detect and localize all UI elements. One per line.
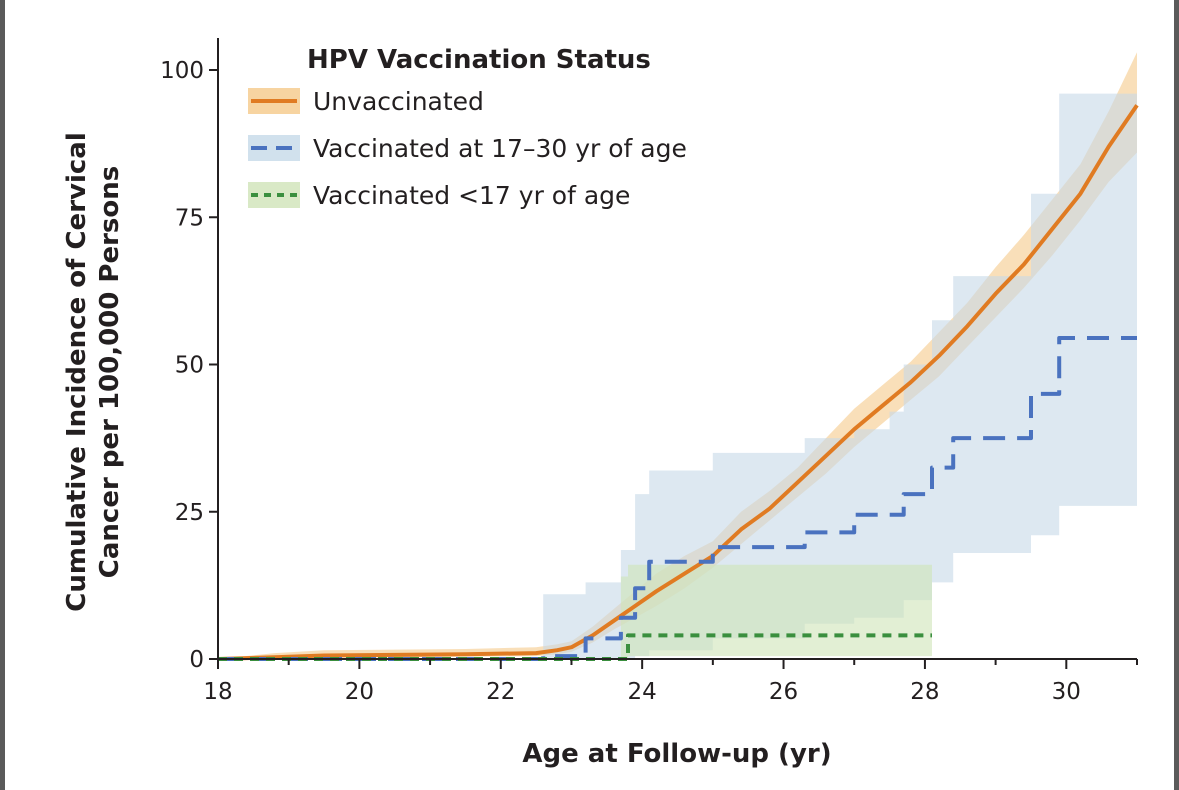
vaccinated-17-yr-of-age-line bbox=[218, 633, 932, 661]
y-tick-label-25: 25 bbox=[175, 500, 204, 526]
y-axis-title-line-2: Cancer per 100,000 Persons bbox=[95, 166, 125, 578]
legend-label-vaccinated-17-yr-of-age: Vaccinated <17 yr of age bbox=[313, 181, 630, 210]
x-tick-label-24: 24 bbox=[628, 679, 657, 705]
legend-label-vaccinated-at-17-30-yr-of-age: Vaccinated at 17–30 yr of age bbox=[313, 134, 687, 163]
y-tick-label-75: 75 bbox=[175, 205, 204, 231]
confidence-bands bbox=[218, 52, 1137, 660]
y-tick-label-100: 100 bbox=[160, 58, 204, 84]
axes bbox=[209, 38, 1138, 669]
x-tick-label-20: 20 bbox=[345, 679, 374, 705]
incidence-chart: 18 20 22 24 26 28 30 0 25 50 75 100 Age at Follow-u… bbox=[62, 38, 1139, 769]
vaccinated-at-17-30-yr-of-age-ci-band bbox=[218, 93, 1137, 660]
x-axis-title: Age at Follow-up (yr) bbox=[522, 739, 831, 769]
y-tick-label-0: 0 bbox=[189, 647, 204, 673]
series-lines bbox=[217, 104, 1139, 661]
legend-title: HPV Vaccination Status bbox=[307, 45, 651, 75]
x-tick-label-22: 22 bbox=[486, 679, 515, 705]
unvaccinated-line bbox=[217, 104, 1139, 661]
x-tick-label-18: 18 bbox=[203, 679, 232, 705]
legend: HPV Vaccination Status Unvaccinated Vacci… bbox=[248, 45, 687, 210]
x-tick-label-28: 28 bbox=[910, 679, 939, 705]
x-tick-label-26: 26 bbox=[769, 679, 798, 705]
vaccinated-at-17-30-yr-of-age-line bbox=[218, 336, 1137, 661]
x-tick-label-30: 30 bbox=[1052, 679, 1081, 705]
tick-labels: 18 20 22 24 26 28 30 0 25 50 75 100 bbox=[160, 58, 1081, 705]
y-tick-label-50: 50 bbox=[175, 353, 204, 379]
legend-label-unvaccinated: Unvaccinated bbox=[313, 87, 484, 116]
y-axis-title-line-1: Cumulative Incidence of Cervical bbox=[62, 132, 92, 611]
vaccinated-17-yr-of-age-ci-band bbox=[218, 564, 932, 659]
